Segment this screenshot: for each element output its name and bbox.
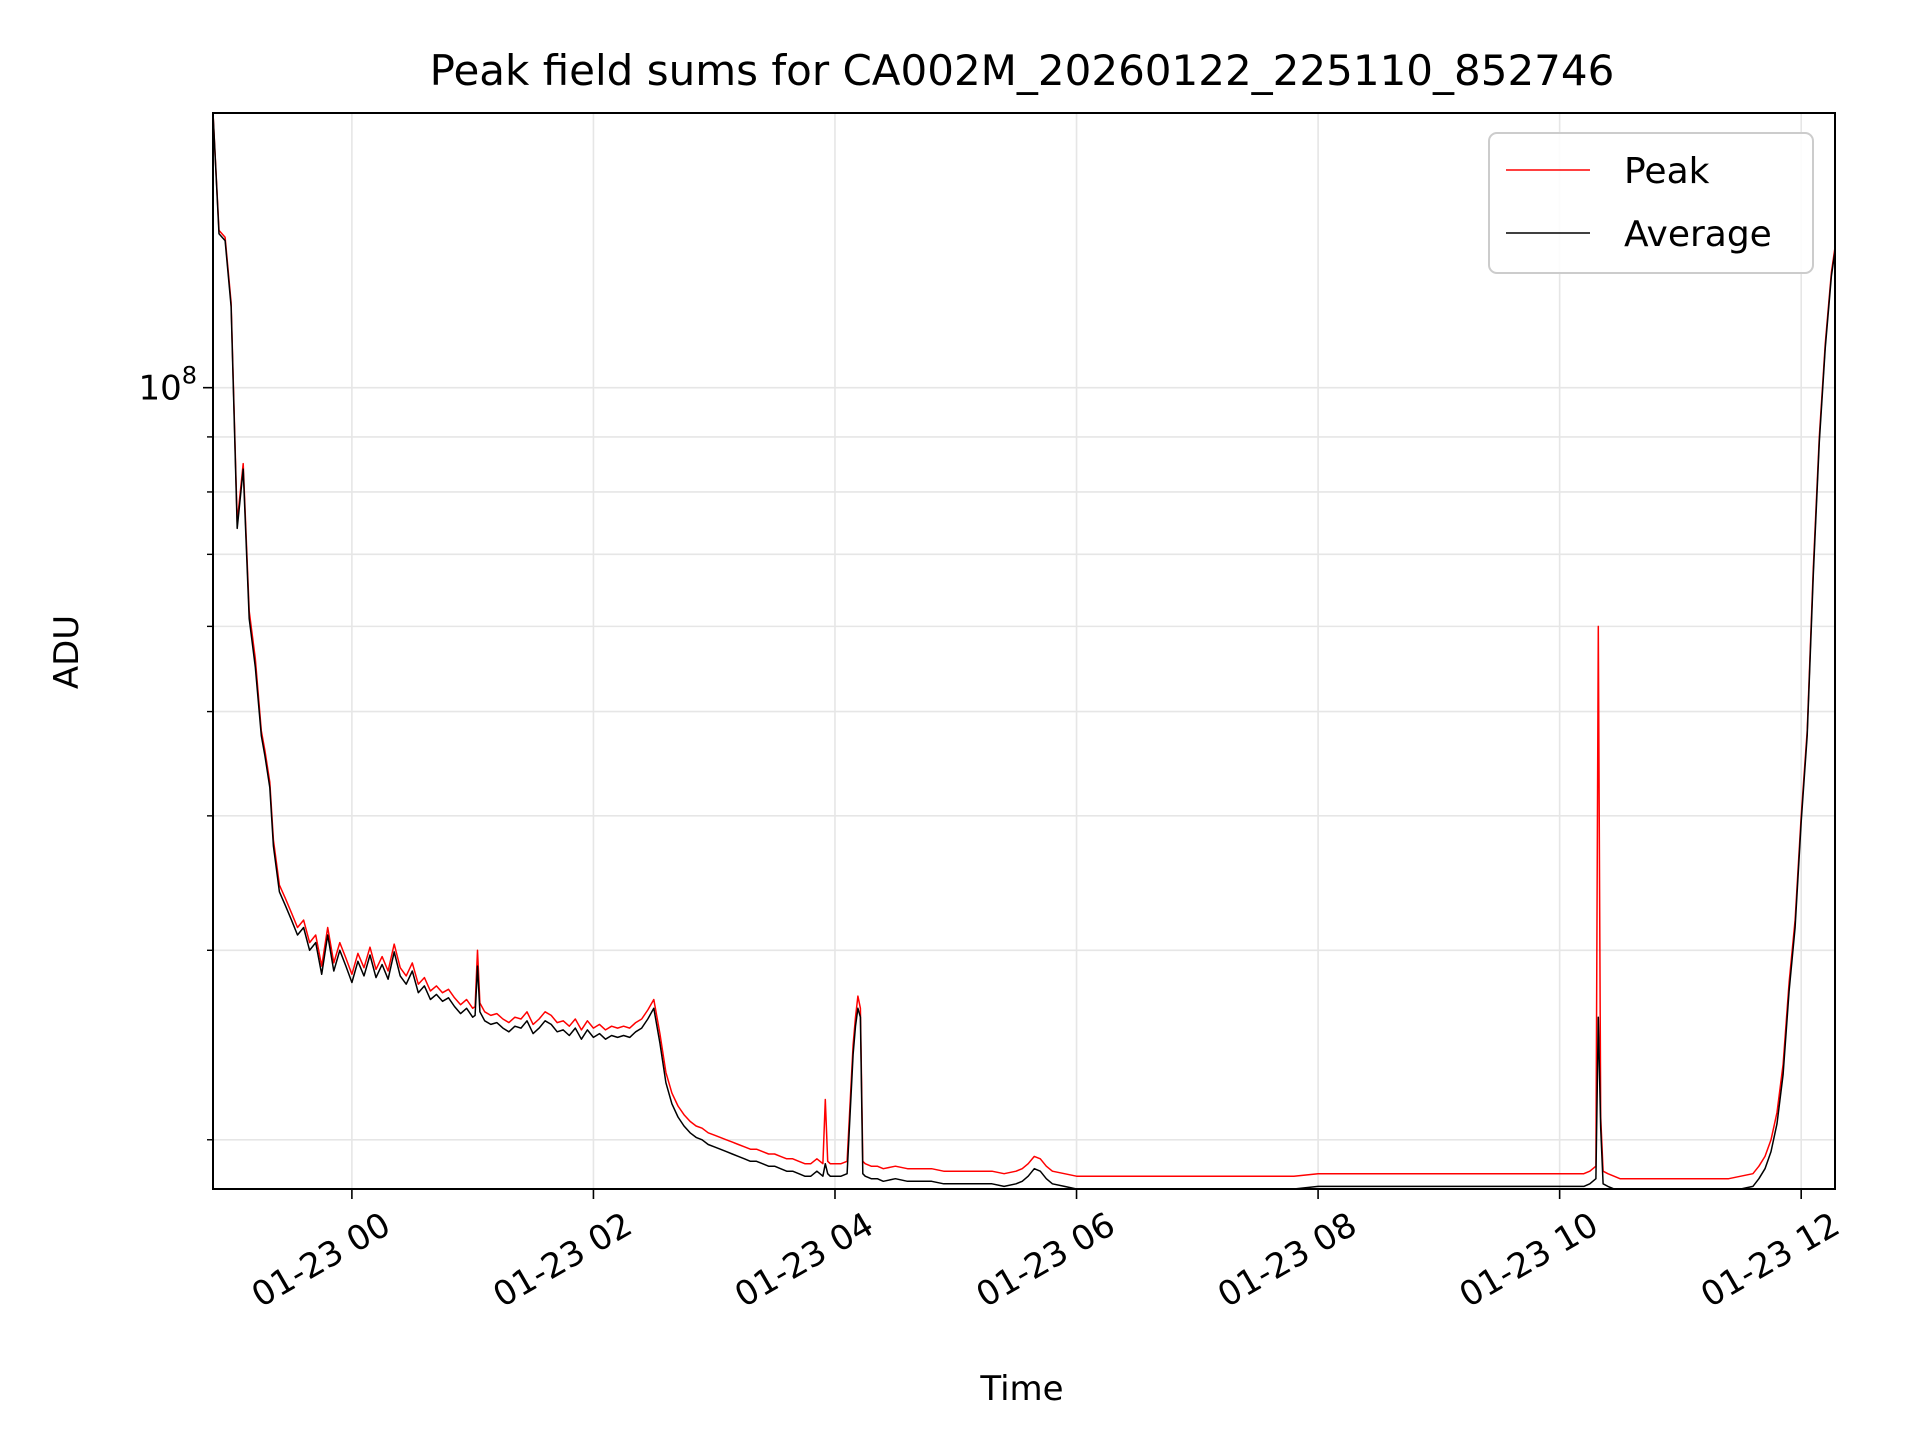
legend-box xyxy=(1488,132,1814,274)
grid-lines xyxy=(213,113,1835,1189)
chart-title: Peak field sums for CA002M_20260122_2251… xyxy=(430,46,1615,95)
series-line-average xyxy=(213,113,1835,1189)
y-axis-label: ADU xyxy=(47,615,87,689)
series-layer xyxy=(213,113,1835,1189)
legend-label-average: Average xyxy=(1624,214,1772,255)
series-line-peak xyxy=(213,113,1835,1180)
plot-frame xyxy=(212,112,1836,1190)
legend-label-peak: Peak xyxy=(1624,151,1710,192)
legend: Peak Average xyxy=(1488,132,1814,274)
x-axis-label: Time xyxy=(979,1369,1063,1409)
y-tick-label: 108 xyxy=(138,362,197,409)
y-axis-ticks: 108 xyxy=(138,362,213,1141)
